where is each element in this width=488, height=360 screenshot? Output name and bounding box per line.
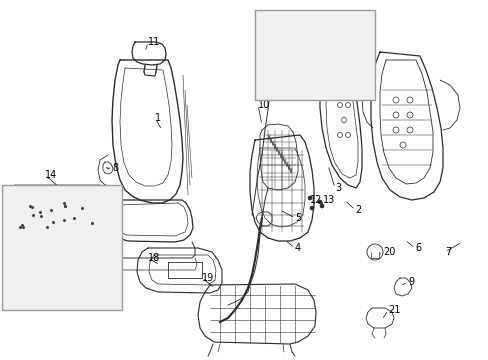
- Text: 11: 11: [148, 37, 160, 47]
- Text: 15: 15: [8, 193, 20, 203]
- Text: 18: 18: [148, 253, 160, 263]
- Text: 16: 16: [68, 213, 80, 223]
- Text: 8: 8: [112, 163, 118, 173]
- FancyBboxPatch shape: [2, 185, 122, 310]
- Circle shape: [309, 206, 313, 210]
- Circle shape: [317, 200, 321, 204]
- Text: 20: 20: [382, 247, 395, 257]
- Text: 21: 21: [387, 305, 400, 315]
- Circle shape: [307, 196, 311, 200]
- Text: 9: 9: [407, 277, 413, 287]
- Text: 7: 7: [444, 247, 450, 257]
- Text: 14: 14: [45, 170, 57, 180]
- Text: 17: 17: [52, 273, 64, 283]
- Text: 2: 2: [354, 205, 361, 215]
- Text: 3: 3: [334, 183, 341, 193]
- Text: 10: 10: [258, 100, 270, 110]
- Text: 19: 19: [202, 273, 214, 283]
- Text: 4: 4: [294, 243, 301, 253]
- Text: 13: 13: [323, 195, 335, 205]
- Text: 6: 6: [414, 243, 420, 253]
- FancyBboxPatch shape: [254, 10, 374, 100]
- Text: 1: 1: [155, 113, 161, 123]
- Text: 12: 12: [309, 195, 322, 205]
- Text: 5: 5: [294, 213, 301, 223]
- Circle shape: [319, 204, 324, 208]
